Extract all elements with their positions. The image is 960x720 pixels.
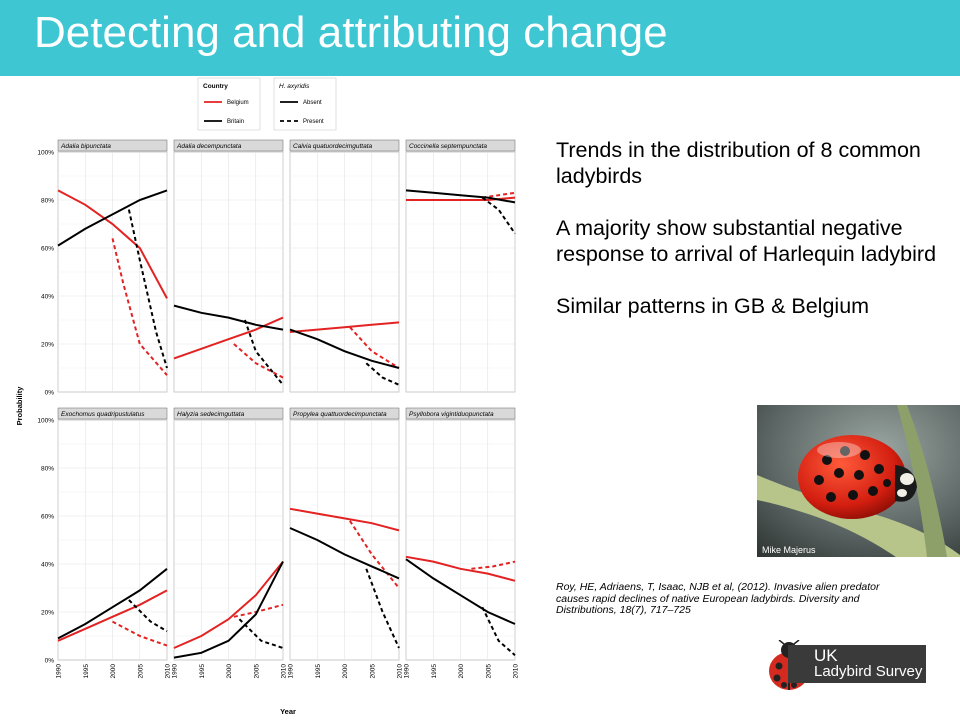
y-tick-label: 80% xyxy=(41,466,54,473)
panel-5-line-britain-present xyxy=(238,618,284,649)
panel-0-line-belgium-absent xyxy=(57,189,168,299)
harlequin-ladybird-image xyxy=(757,405,960,557)
x-tick-label: 2005 xyxy=(485,664,492,679)
panel-6-title: Propylea quattuordecimpunctata xyxy=(293,411,387,418)
y-tick-label: 20% xyxy=(41,610,54,617)
panel-3-line-belgium-present xyxy=(482,191,516,199)
x-tick-label: 2005 xyxy=(369,664,376,679)
panel-2-strip xyxy=(289,139,400,152)
panel-5-title: Halyzia sedecimguttata xyxy=(177,411,245,418)
title-bar: Detecting and attributing change xyxy=(0,0,960,76)
x-axis-title: Year xyxy=(280,707,296,716)
legend-status-label-0: Absent xyxy=(303,100,322,106)
legend-country-label-1: Britain xyxy=(227,119,244,125)
x-tick-label: 2010 xyxy=(281,664,288,679)
panel-4-title: Exochomus quadripustulatus xyxy=(61,411,145,418)
x-tick-label: 1995 xyxy=(83,664,90,679)
panel-0-title: Adalia bipunctata xyxy=(60,143,111,150)
panel-5-line-belgium-present xyxy=(233,603,284,618)
panel-0-strip xyxy=(57,139,168,152)
y-tick-label: 40% xyxy=(41,294,54,301)
x-tick-label: 2005 xyxy=(137,664,144,679)
bullet-negative-response: A majority show substantial negative res… xyxy=(556,216,937,266)
panel-4-line-britain-absent xyxy=(57,568,168,640)
panel-1-strip xyxy=(173,139,284,152)
x-tick-label: 1990 xyxy=(288,664,295,679)
y-tick-label: 60% xyxy=(41,514,54,521)
panel-7-line-britain-absent xyxy=(405,558,516,625)
panel-7-line-belgium-present xyxy=(471,560,516,570)
ladybird-photo: Mike Majerus xyxy=(757,405,960,557)
uk-ladybird-survey-logo: UK Ladybird Survey xyxy=(766,640,926,692)
panel-4-line-belgium-present xyxy=(112,620,168,647)
panel-1-line-britain-absent xyxy=(173,304,284,331)
x-tick-label: 1990 xyxy=(172,664,179,679)
panel-6-strip xyxy=(289,407,400,420)
panel-2-line-britain-absent xyxy=(289,328,400,369)
citation: Roy, HE, Adriaens, T, Isaac, NJB et al, … xyxy=(556,581,880,616)
panel-4-line-belgium-absent xyxy=(57,589,168,642)
faceted-line-chart: Country Belgium Britain H. axyridis Absent Pr… xyxy=(15,77,520,716)
legend-country-title: Country xyxy=(203,83,228,90)
x-tick-label: 2000 xyxy=(458,664,465,679)
panel-7-title: Psyllobora vigintiduopunctata xyxy=(409,411,494,418)
panel-5-line-britain-absent xyxy=(173,561,284,659)
x-tick-label: 1990 xyxy=(404,664,411,679)
y-tick-label: 100% xyxy=(37,150,54,157)
x-tick-label: 2000 xyxy=(226,664,233,679)
x-tick-label: 1990 xyxy=(56,664,63,679)
panel-7-line-britain-present xyxy=(481,606,516,656)
logo-text-ladybird-survey: Ladybird Survey xyxy=(814,663,923,680)
panel-6-line-britain-present xyxy=(365,568,400,649)
logo-text-box xyxy=(788,645,926,683)
panel-7-strip xyxy=(405,407,516,420)
y-tick-label: 0% xyxy=(45,390,55,397)
panel-6-line-belgium-absent xyxy=(289,507,400,532)
legend-status-box xyxy=(273,77,337,131)
panel-4-line-britain-present xyxy=(128,599,168,633)
panel-1-line-belgium-present xyxy=(233,343,284,379)
x-tick-label: 2000 xyxy=(110,664,117,679)
panel-4-strip xyxy=(57,407,168,420)
legend-country-label-0: Belgium xyxy=(227,100,249,106)
x-tick-label: 2010 xyxy=(513,664,520,679)
y-tick-label: 40% xyxy=(41,562,54,569)
y-tick-label: 100% xyxy=(37,418,54,425)
x-tick-label: 2010 xyxy=(397,664,404,679)
panel-2-title: Calvia quatuordecimguttata xyxy=(293,143,373,150)
panel-3-strip xyxy=(405,139,516,152)
y-tick-label: 60% xyxy=(41,246,54,253)
x-tick-label: 1995 xyxy=(431,664,438,679)
panel-6-line-britain-absent xyxy=(289,527,400,580)
x-tick-label: 2010 xyxy=(165,664,172,679)
logo-text-uk: UK xyxy=(814,646,838,665)
panel-2-line-britain-present xyxy=(365,362,400,386)
y-tick-label: 0% xyxy=(45,658,55,665)
x-tick-label: 1995 xyxy=(315,664,322,679)
panel-1-title: Adalia decempunctata xyxy=(176,143,242,150)
panel-2-line-belgium-present xyxy=(349,326,400,369)
panel-5-strip xyxy=(173,407,284,420)
panel-2-line-belgium-absent xyxy=(289,321,400,333)
x-tick-label: 2005 xyxy=(253,664,260,679)
panel-7-line-belgium-absent xyxy=(405,555,516,582)
legend-status-label-1: Present xyxy=(303,119,324,125)
panel-0-line-britain-absent xyxy=(57,189,168,247)
panel-3-line-britain-absent xyxy=(405,189,516,204)
slide-title: Detecting and attributing change xyxy=(34,8,668,57)
y-tick-label: 20% xyxy=(41,342,54,349)
y-axis-title: Probability xyxy=(15,386,24,426)
y-tick-label: 80% xyxy=(41,198,54,205)
panel-5-line-belgium-absent xyxy=(173,560,284,649)
x-tick-label: 1995 xyxy=(199,664,206,679)
bullet-trends: Trends in the distribution of 8 common l… xyxy=(556,138,921,188)
panel-3-title: Coccinella septempunctata xyxy=(409,143,487,150)
legend-status-title: H. axyridis xyxy=(279,83,310,90)
photo-credit: Mike Majerus xyxy=(762,545,816,555)
bullet-similar-patterns: Similar patterns in GB & Belgium xyxy=(556,294,870,318)
panel-0-line-belgium-present xyxy=(111,238,168,376)
x-tick-label: 2000 xyxy=(342,664,349,679)
bullet-list: Trends in the distribution of 8 common l… xyxy=(556,137,946,345)
